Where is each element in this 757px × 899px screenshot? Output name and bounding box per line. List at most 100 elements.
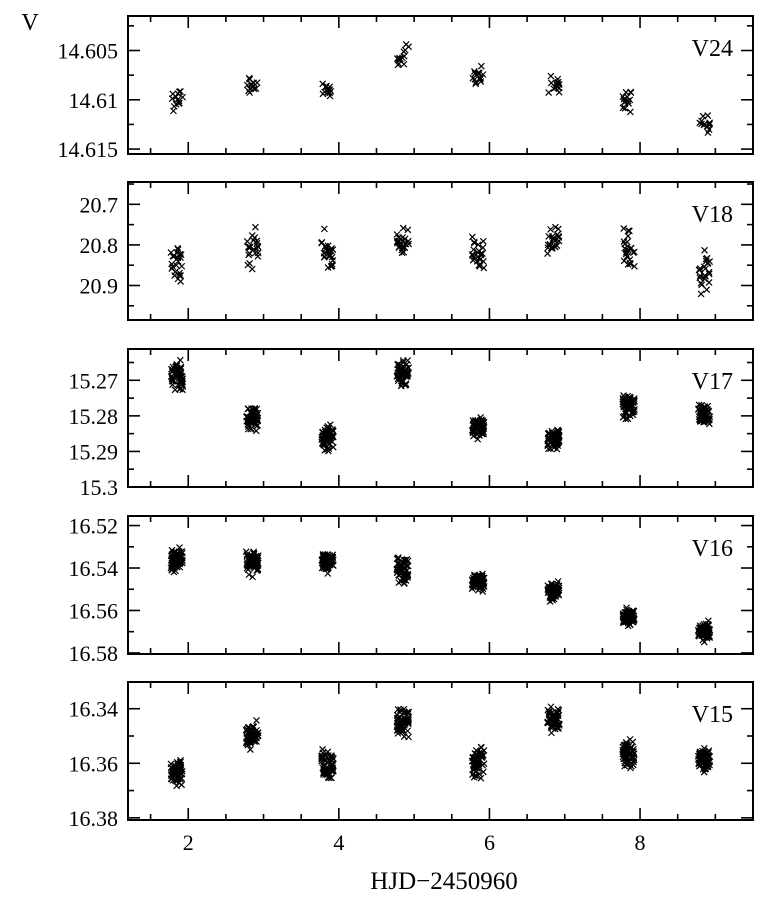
data-point bbox=[321, 242, 329, 250]
data-point bbox=[475, 770, 483, 778]
data-point bbox=[400, 579, 408, 587]
data-point bbox=[249, 731, 257, 739]
data-point bbox=[393, 55, 401, 62]
data-point bbox=[168, 377, 176, 385]
panel-v18: 20.7 20.8 20.9 V18 bbox=[80, 181, 754, 321]
y-tick-label: 16.56 bbox=[69, 598, 119, 623]
data-point bbox=[244, 425, 252, 433]
data-point bbox=[174, 381, 182, 389]
data-point bbox=[546, 240, 554, 248]
data-point bbox=[544, 250, 551, 258]
data-point bbox=[396, 562, 404, 570]
data-point bbox=[399, 358, 407, 366]
data-point bbox=[625, 406, 633, 414]
y-tick-label: 14.61 bbox=[69, 88, 119, 113]
data-point bbox=[169, 770, 177, 778]
data-point bbox=[701, 417, 709, 424]
data-point bbox=[323, 445, 331, 453]
data-point bbox=[705, 633, 713, 640]
data-point bbox=[177, 277, 185, 285]
panel-v17: 15.27 15.28 15.29 15.3 V17 bbox=[69, 348, 754, 500]
data-point bbox=[249, 573, 256, 581]
data-point bbox=[394, 729, 402, 737]
data-point bbox=[623, 615, 630, 623]
data-point bbox=[480, 419, 488, 427]
data-point bbox=[619, 104, 627, 112]
data-point bbox=[248, 232, 256, 239]
y-axis-title: V bbox=[21, 10, 39, 36]
data-point bbox=[471, 70, 479, 77]
data-point bbox=[547, 225, 554, 233]
data-point bbox=[329, 426, 336, 434]
data-point bbox=[544, 706, 552, 714]
data-point bbox=[696, 752, 703, 759]
data-point bbox=[398, 728, 406, 736]
data-point bbox=[470, 765, 477, 773]
data-point bbox=[403, 562, 411, 570]
data-point bbox=[480, 747, 488, 754]
data-point bbox=[479, 237, 487, 245]
data-point bbox=[630, 248, 638, 256]
data-point bbox=[320, 225, 328, 233]
data-point bbox=[328, 253, 336, 261]
data-point bbox=[169, 776, 177, 784]
panel-name-label: V16 bbox=[692, 536, 733, 562]
data-point bbox=[395, 579, 403, 587]
x-tick-label: 2 bbox=[183, 830, 194, 855]
data-point bbox=[393, 717, 401, 725]
x-tick-label: 8 bbox=[635, 830, 646, 855]
panel-v24: 14.605 14.61 14.615 V24 bbox=[58, 15, 754, 162]
data-point bbox=[251, 560, 259, 568]
data-point bbox=[246, 85, 254, 93]
data-point bbox=[398, 249, 406, 257]
data-point bbox=[622, 608, 630, 616]
data-point bbox=[627, 401, 635, 409]
y-tick-label: 16.58 bbox=[69, 641, 119, 666]
data-point bbox=[243, 238, 251, 245]
data-point bbox=[469, 583, 477, 591]
data-point bbox=[329, 766, 337, 774]
data-point bbox=[400, 721, 408, 729]
data-point bbox=[470, 68, 478, 75]
data-point bbox=[249, 83, 257, 91]
data-point bbox=[626, 412, 634, 420]
data-point bbox=[253, 716, 260, 724]
y-tick-label: 15.27 bbox=[69, 368, 119, 393]
data-point bbox=[399, 378, 407, 386]
data-point bbox=[177, 254, 184, 261]
data-point bbox=[399, 357, 407, 364]
data-point bbox=[629, 618, 637, 626]
data-point bbox=[474, 241, 482, 249]
data-point bbox=[620, 225, 628, 232]
data-point bbox=[701, 246, 708, 254]
data-point bbox=[476, 262, 484, 270]
data-point bbox=[630, 262, 638, 270]
data-point bbox=[475, 577, 483, 585]
data-point bbox=[553, 587, 560, 595]
data-point bbox=[701, 265, 709, 273]
data-point bbox=[328, 262, 336, 270]
data-point bbox=[473, 257, 481, 265]
data-point bbox=[403, 572, 411, 580]
data-point bbox=[319, 80, 327, 88]
data-point bbox=[471, 427, 479, 435]
data-point bbox=[695, 762, 703, 770]
data-point bbox=[254, 252, 262, 260]
data-point bbox=[622, 248, 630, 256]
data-point bbox=[395, 572, 403, 580]
data-point bbox=[553, 437, 561, 445]
data-point bbox=[627, 89, 635, 97]
data-point bbox=[471, 571, 478, 579]
data-point bbox=[322, 556, 330, 564]
data-point bbox=[619, 93, 627, 100]
data-point bbox=[553, 712, 560, 720]
data-point bbox=[318, 564, 326, 572]
data-point bbox=[404, 237, 412, 245]
data-point bbox=[318, 754, 326, 762]
data-point bbox=[254, 409, 262, 417]
y-tick-label: 16.36 bbox=[69, 751, 119, 776]
data-point bbox=[171, 272, 179, 280]
data-point bbox=[630, 607, 637, 615]
data-point bbox=[704, 617, 712, 625]
